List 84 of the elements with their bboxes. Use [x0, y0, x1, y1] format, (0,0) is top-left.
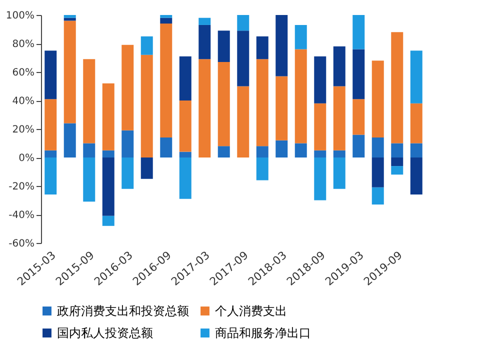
bar	[140, 36, 153, 55]
y-tick-label: 100%	[6, 10, 34, 22]
bar	[372, 187, 384, 205]
bar	[410, 103, 422, 144]
y-tick-label: -40%	[8, 210, 34, 221]
legend-label: 政府消费支出和投资总额	[57, 304, 189, 318]
bar	[276, 76, 288, 140]
bar	[276, 15, 288, 76]
bar	[333, 158, 346, 189]
bar	[44, 50, 57, 100]
bar	[294, 143, 307, 158]
bar	[64, 123, 76, 158]
bar	[64, 20, 76, 124]
bar	[102, 158, 114, 216]
bar	[102, 83, 114, 150]
bar	[256, 158, 268, 180]
bar	[256, 36, 268, 60]
bar	[122, 44, 134, 130]
bar	[372, 60, 384, 138]
y-tick-label: 0%	[18, 153, 34, 164]
bar	[237, 86, 250, 158]
legend-label: 国内私人投资总额	[57, 326, 153, 340]
bar	[198, 24, 211, 60]
bar	[160, 138, 172, 158]
bar	[218, 30, 230, 62]
bar	[237, 15, 250, 31]
bar	[44, 99, 57, 150]
bar	[372, 158, 384, 188]
legend-label: 个人消费支出	[215, 304, 287, 318]
bar	[314, 103, 326, 150]
bar	[179, 158, 192, 199]
bar	[294, 49, 307, 144]
bar	[410, 50, 422, 104]
bar	[102, 150, 114, 158]
bar	[83, 59, 96, 144]
bar	[391, 166, 404, 175]
bar	[218, 62, 230, 146]
bar	[372, 138, 384, 158]
bar	[391, 32, 404, 144]
bar	[314, 56, 326, 104]
bar	[391, 143, 404, 158]
bar	[160, 18, 172, 24]
bar	[391, 158, 404, 166]
bar	[64, 15, 76, 18]
bar	[122, 130, 134, 158]
bar	[333, 46, 346, 86]
bar	[102, 216, 114, 226]
bar	[352, 134, 365, 158]
bar	[314, 158, 326, 200]
y-tick-label: 40%	[12, 96, 34, 107]
bar	[218, 146, 230, 158]
bar	[179, 100, 192, 152]
bar	[333, 150, 346, 158]
bar	[83, 143, 96, 158]
bar	[352, 49, 365, 100]
bar	[352, 15, 365, 50]
bar	[256, 146, 268, 158]
y-tick-label: 60%	[12, 68, 34, 78]
y-tick-label: -60%	[8, 238, 34, 250]
bar	[44, 150, 57, 158]
bar	[140, 54, 153, 158]
bar	[314, 150, 326, 158]
bar	[256, 59, 268, 146]
bar	[410, 158, 422, 195]
bar	[294, 24, 307, 50]
bar	[160, 15, 172, 18]
bar	[198, 18, 211, 25]
bar	[237, 30, 250, 86]
bar	[410, 143, 422, 158]
y-tick-label: -20%	[8, 182, 34, 192]
bar	[179, 56, 192, 100]
bar	[179, 152, 192, 158]
bar	[140, 158, 153, 179]
bar	[352, 99, 365, 135]
bar	[333, 86, 346, 150]
bar	[160, 24, 172, 138]
bar	[44, 158, 57, 195]
legend-label: 商品和服务净出口	[215, 326, 311, 340]
bar	[122, 158, 134, 189]
y-tick-label: 20%	[12, 124, 34, 136]
bar	[198, 59, 211, 158]
bar	[83, 158, 96, 202]
bar	[276, 140, 288, 158]
y-tick-label: 80%	[12, 39, 34, 50]
